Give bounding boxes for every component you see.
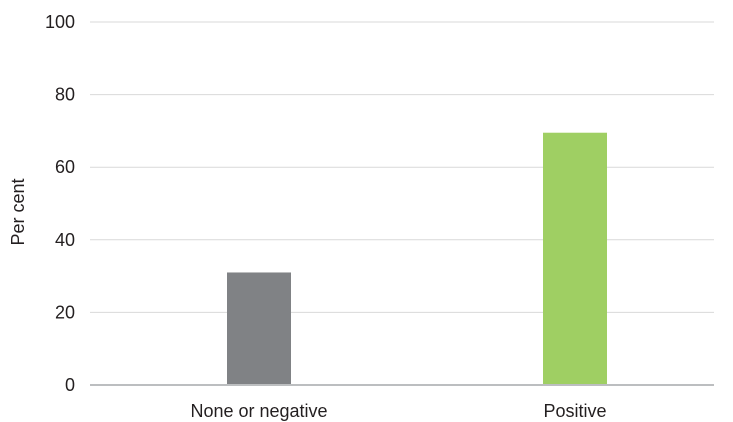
y-tick-label: 0: [65, 375, 75, 395]
y-tick-label: 100: [45, 12, 75, 32]
y-axis-ticks: 0 20 40 60 80 100: [45, 12, 75, 395]
bar-none-or-negative: [227, 272, 291, 385]
y-tick-label: 80: [55, 85, 75, 105]
x-category-label: Positive: [543, 401, 606, 421]
bar-positive: [543, 132, 607, 385]
bars: [227, 132, 607, 385]
x-axis-labels: None or negative Positive: [190, 401, 606, 421]
y-tick-label: 60: [55, 157, 75, 177]
y-tick-label: 20: [55, 302, 75, 322]
x-category-label: None or negative: [190, 401, 327, 421]
gridlines: [90, 21, 714, 313]
y-axis-title: Per cent: [8, 178, 28, 245]
y-tick-label: 40: [55, 230, 75, 250]
